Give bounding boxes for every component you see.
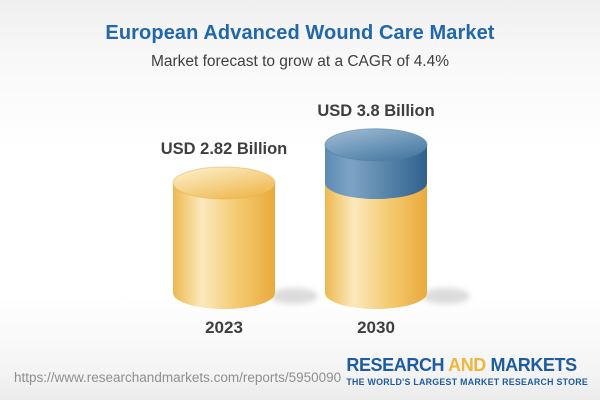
logo-word-and: AND (448, 355, 486, 375)
bar-value-label: USD 2.82 Billion (160, 140, 288, 159)
report-url: https://www.researchandmarkets.com/repor… (14, 370, 342, 385)
chart-title: European Advanced Wound Care Market (105, 22, 495, 44)
logo-word-markets: MARKETS (490, 355, 578, 375)
logo-word-research: RESEARCH (346, 355, 445, 375)
bar-value-label: USD 3.8 Billion (317, 101, 435, 120)
research-and-markets-logo: RESEARCH AND MARKETS THE WORLD'S LARGEST… (346, 356, 588, 387)
logo-tagline: THE WORLD'S LARGEST MARKET RESEARCH STOR… (346, 377, 588, 387)
bar-category-label: 2030 (357, 318, 395, 337)
chart-subtitle: Market forecast to grow at a CAGR of 4.4… (150, 53, 450, 70)
bar-category-label: 2023 (205, 318, 243, 337)
logo-wordmark: RESEARCH AND MARKETS (346, 356, 588, 374)
